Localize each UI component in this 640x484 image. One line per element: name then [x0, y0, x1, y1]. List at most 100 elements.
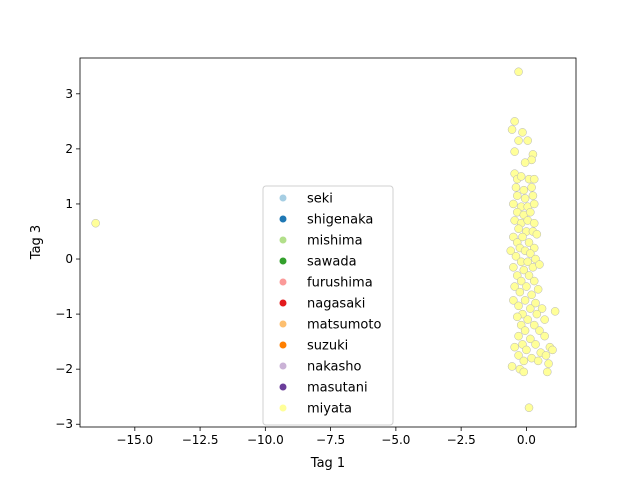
data-point — [520, 326, 530, 335]
data-point — [507, 125, 517, 134]
data-point — [524, 403, 534, 412]
data-point — [523, 136, 532, 145]
x-axis: −15.0 −12.5 −10.0 −7.5 −5.0 −2.5 0.0 — [116, 427, 536, 447]
data-point — [514, 331, 523, 341]
data-point — [510, 282, 519, 291]
x-axis-label: Tag 1 — [310, 456, 345, 471]
y-tick-label: 0 — [65, 252, 73, 266]
data-point — [510, 342, 519, 352]
y-tick-label: −1 — [55, 307, 73, 321]
data-point — [507, 362, 517, 371]
x-tick-label: −12.5 — [182, 433, 219, 447]
legend-label: suzuki — [307, 339, 348, 354]
data-point — [516, 172, 526, 181]
legend-label: sawada — [307, 255, 357, 270]
x-tick-label: −10.0 — [247, 433, 284, 447]
data-point — [522, 282, 531, 291]
data-point — [528, 191, 538, 200]
data-point — [513, 312, 522, 322]
data-point — [535, 326, 544, 335]
data-point — [506, 246, 515, 256]
data-point — [509, 199, 518, 209]
data-point — [523, 257, 532, 267]
data-point — [524, 271, 534, 280]
y-axis-label: Tag 3 — [29, 225, 44, 260]
data-point — [531, 298, 540, 308]
legend-marker — [279, 194, 287, 202]
data-point — [514, 136, 523, 145]
data-point — [529, 174, 539, 184]
legend-label: mishima — [307, 234, 363, 249]
data-point — [523, 315, 532, 324]
legend-marker — [279, 383, 287, 391]
legend-label: seki — [307, 192, 333, 207]
data-point — [531, 340, 540, 349]
data-point — [524, 238, 534, 247]
data-point — [540, 315, 549, 324]
data-point — [529, 276, 539, 286]
data-point — [526, 207, 535, 217]
data-point — [540, 331, 549, 341]
data-point — [529, 199, 539, 209]
data-point — [520, 194, 530, 203]
x-tick-label: −15.0 — [116, 433, 153, 447]
legend-marker — [279, 341, 287, 349]
data-point — [533, 285, 543, 294]
data-point — [532, 229, 542, 239]
legend-marker — [279, 257, 287, 265]
data-point — [519, 356, 529, 366]
y-tick-label: 1 — [65, 197, 73, 211]
data-point — [527, 290, 536, 300]
data-point — [510, 117, 519, 126]
legend-box — [262, 185, 394, 426]
legend-marker — [279, 362, 287, 370]
data-point — [511, 183, 521, 192]
data-point — [533, 356, 543, 366]
data-point — [91, 218, 100, 228]
y-tick-label: −3 — [55, 417, 73, 431]
legend: seki shigenaka mishima sawada furushima nagas… — [262, 185, 394, 426]
data-point — [550, 307, 560, 316]
legend-label: nagasaki — [307, 297, 365, 312]
data-point — [527, 183, 536, 192]
legend-label: nakasho — [307, 360, 361, 375]
data-point — [522, 345, 531, 355]
data-point — [514, 67, 523, 77]
data-point — [537, 304, 547, 313]
data-point — [544, 359, 553, 368]
data-point — [548, 345, 557, 355]
legend-marker — [279, 236, 287, 244]
points-layer — [91, 67, 560, 412]
legend-label: furushima — [307, 276, 373, 291]
y-tick-label: 3 — [65, 87, 73, 101]
data-point — [532, 309, 542, 319]
data-point — [513, 191, 522, 200]
legend-marker — [279, 404, 287, 412]
data-point — [518, 232, 527, 242]
plot-frame — [79, 57, 577, 428]
data-point — [519, 265, 529, 275]
data-point — [509, 263, 518, 272]
legend-label: masutani — [307, 381, 368, 396]
legend-label: shigenaka — [307, 213, 373, 228]
data-point — [543, 367, 552, 377]
legend-label: matsumoto — [307, 318, 381, 333]
data-point — [515, 287, 525, 297]
legend-marker — [279, 278, 287, 286]
y-axis: −3 −2 −1 0 1 2 3 — [55, 87, 80, 431]
data-point — [514, 224, 523, 233]
data-point — [535, 260, 544, 269]
data-point — [519, 185, 529, 195]
data-point — [516, 276, 526, 286]
data-point — [510, 147, 519, 156]
data-point — [529, 218, 539, 228]
x-tick-label: 0.0 — [517, 433, 536, 447]
x-tick-label: −2.5 — [447, 433, 476, 447]
legend-marker — [279, 299, 287, 307]
data-point — [511, 252, 521, 261]
legend-label: miyata — [307, 402, 352, 417]
data-point — [519, 367, 529, 377]
data-point — [526, 334, 535, 344]
x-tick-label: −5.0 — [381, 433, 410, 447]
data-point — [518, 128, 527, 137]
